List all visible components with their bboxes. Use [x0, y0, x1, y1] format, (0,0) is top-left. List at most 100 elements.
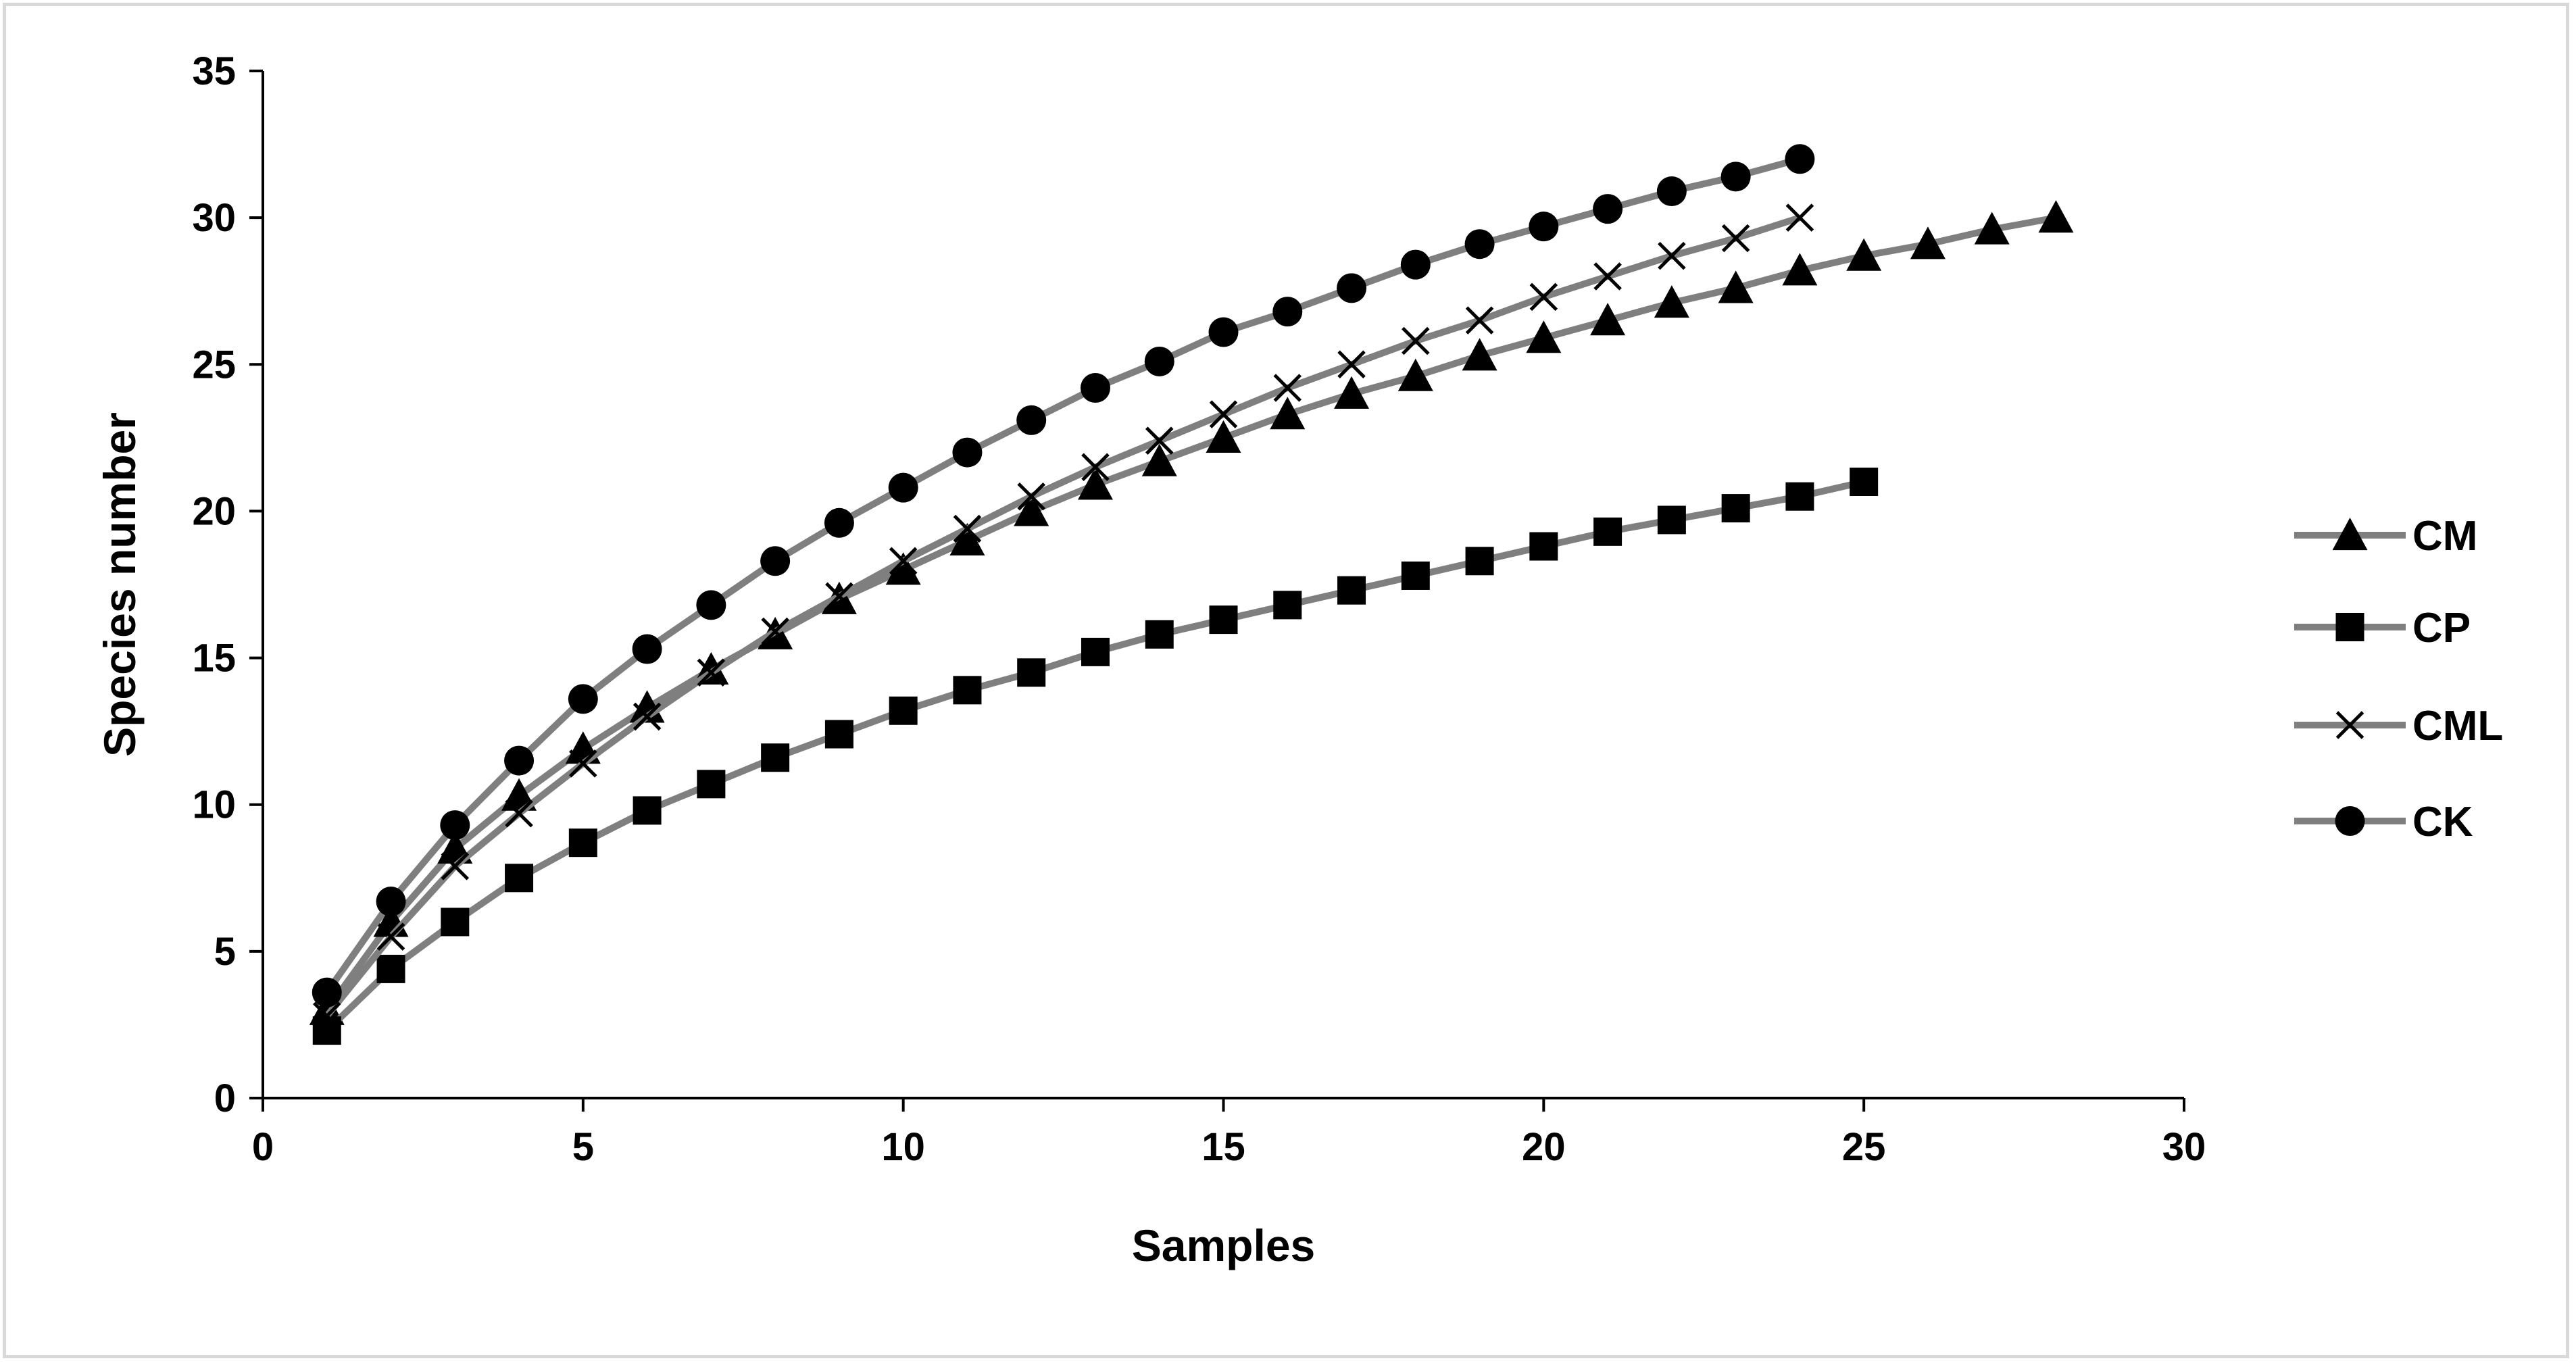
- data-point-cm: [1526, 320, 1562, 353]
- data-point-ck: [632, 634, 662, 664]
- data-point-cml: [1465, 306, 1494, 334]
- data-point-cp: [1657, 505, 1686, 535]
- data-point-cp: [633, 796, 662, 825]
- data-point-ck: [824, 507, 854, 538]
- data-point-ck: [440, 810, 470, 841]
- legend-label: CML: [2412, 703, 2503, 749]
- data-point-ck: [1400, 249, 1431, 280]
- data-point-cm: [1397, 358, 1433, 391]
- data-point-cp: [1273, 591, 1302, 620]
- y-tick-label: 25: [192, 343, 236, 387]
- series-cml: [312, 203, 1814, 1031]
- series-cm: [309, 200, 2074, 1025]
- y-tick-label: 35: [192, 49, 236, 93]
- data-point-cp: [1593, 517, 1623, 546]
- data-point-cml: [505, 799, 533, 828]
- data-point-cm: [1782, 253, 1818, 286]
- data-point-cp: [1145, 620, 1174, 649]
- legend-item-cm: CM: [2294, 513, 2477, 560]
- data-point-cp: [1401, 561, 1430, 590]
- data-point-ck: [1080, 373, 1110, 403]
- data-point-ck: [376, 887, 406, 917]
- data-point-cml: [1081, 453, 1110, 482]
- data-point-ck: [568, 684, 598, 714]
- data-point-cml: [1017, 482, 1045, 511]
- legend-label: CK: [2412, 799, 2473, 845]
- data-point-cp: [1017, 658, 1046, 687]
- data-point-cp: [1337, 576, 1366, 605]
- y-tick-label: 0: [214, 1076, 236, 1120]
- x-tick-label: 20: [1522, 1125, 1566, 1169]
- data-point-cp: [953, 676, 982, 705]
- data-point-cp: [889, 696, 918, 725]
- data-point-cml: [1273, 374, 1302, 402]
- data-point-cml: [569, 749, 597, 778]
- legend-item-cp: CP: [2294, 605, 2471, 651]
- data-point-cm: [1141, 443, 1177, 476]
- legend: CM CP CML CK: [2294, 513, 2503, 845]
- data-point-ck: [1656, 176, 1687, 207]
- data-point-cml: [889, 547, 918, 576]
- series-line-cml: [324, 214, 1801, 1018]
- series-line-cm: [324, 214, 2057, 1012]
- data-point-cml: [1402, 326, 1430, 355]
- data-point-cp: [1209, 605, 1238, 635]
- data-point-cm: [1462, 338, 1497, 371]
- data-point-cm: [2038, 200, 2074, 233]
- data-point-cp: [1529, 532, 1558, 561]
- x-tick-label: 15: [1202, 1125, 1245, 1169]
- legend-item-cml: CML: [2294, 703, 2503, 749]
- data-point-ck: [1016, 405, 1047, 435]
- data-point-cm: [1014, 493, 1049, 526]
- y-axis-title: Species number: [95, 412, 145, 757]
- data-point-ck: [1785, 144, 1815, 174]
- data-point-cml: [825, 582, 853, 611]
- data-point-ck: [760, 546, 791, 576]
- data-point-cml: [761, 617, 789, 646]
- data-point-ck: [1720, 162, 1751, 192]
- data-point-cm: [1910, 226, 1946, 259]
- data-point-cp: [1785, 482, 1814, 511]
- data-point-cp: [1721, 494, 1750, 523]
- data-point-cml: [953, 514, 982, 543]
- x-tick-label: 10: [881, 1125, 925, 1169]
- data-point-cp: [568, 828, 597, 858]
- data-point-cml: [376, 922, 405, 951]
- data-point-cm: [1334, 376, 1370, 409]
- data-point-cm: [1206, 420, 1241, 453]
- legend-label: CM: [2412, 513, 2477, 560]
- data-point-cm: [1846, 238, 1882, 271]
- data-point-cp: [761, 743, 790, 772]
- data-point-cp: [505, 864, 534, 893]
- data-point-cml: [1785, 203, 1814, 232]
- data-point-cml: [1145, 426, 1174, 455]
- y-tick-label: 20: [192, 489, 236, 533]
- data-point-ck: [1208, 317, 1239, 347]
- x-tick-label: 30: [2162, 1125, 2206, 1169]
- data-point-ck: [504, 745, 535, 776]
- data-point-cm: [1077, 467, 1113, 500]
- data-point-ck: [1272, 297, 1303, 327]
- data-point-cm: [1974, 212, 2010, 245]
- data-point-cml: [1721, 224, 1750, 253]
- data-point-cp: [1850, 468, 1879, 496]
- legend-marker: [2332, 518, 2368, 551]
- x-tick-label: 25: [1842, 1125, 1886, 1169]
- legend-label: CP: [2412, 605, 2471, 651]
- chart-frame: [3, 3, 2569, 1358]
- data-point-cp: [1465, 547, 1494, 576]
- data-point-ck: [696, 590, 726, 620]
- legend-marker: [2335, 613, 2364, 641]
- data-point-cm: [885, 552, 921, 585]
- data-point-ck: [1529, 212, 1559, 242]
- data-point-cm: [565, 731, 601, 764]
- legend-marker: [2335, 711, 2364, 739]
- data-point-cml: [312, 1001, 341, 1031]
- legend-item-ck: CK: [2294, 799, 2473, 845]
- legend-marker: [2335, 806, 2365, 836]
- data-point-ck: [888, 472, 918, 503]
- x-tick-label: 0: [252, 1125, 274, 1169]
- data-point-cp: [697, 770, 726, 799]
- series-ck: [312, 144, 1815, 1008]
- data-point-cm: [1654, 285, 1689, 318]
